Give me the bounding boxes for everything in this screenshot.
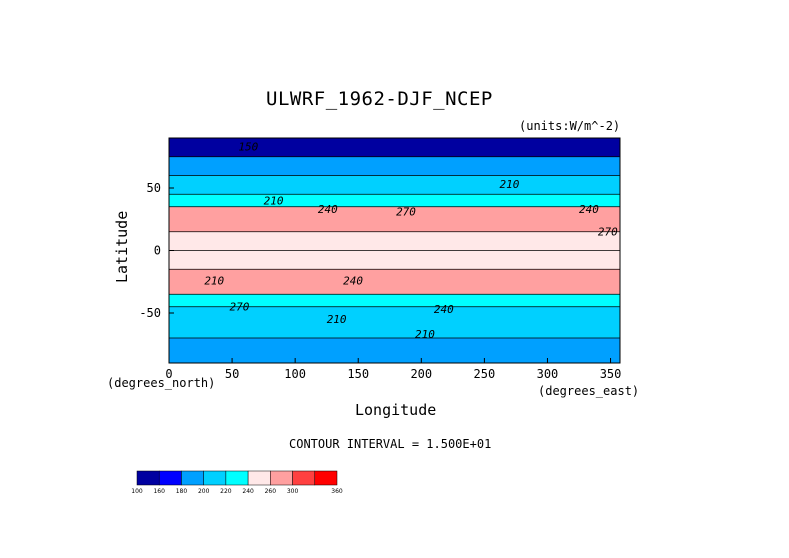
- heatmap-band-9: [169, 306, 620, 338]
- heatmap-band-10: [169, 338, 620, 363]
- colorbar-label: 260: [265, 488, 277, 495]
- contour-label: 150: [238, 141, 258, 154]
- heatmap-band-8: [169, 294, 620, 307]
- x-axis-title: Longitude: [355, 401, 437, 419]
- contour-label: 210: [327, 313, 347, 326]
- contour-label: 210: [415, 328, 435, 341]
- contour-lines: 150 210 240 270 210 240 270 240 210 210 210 240 270: [169, 141, 620, 341]
- heatmap-band-5: [169, 231, 620, 251]
- colorbar-swatch: [181, 470, 204, 486]
- colorbar-swatch: [203, 470, 227, 486]
- contour-label: 240: [343, 274, 363, 287]
- x-tick-label: 0: [165, 367, 172, 381]
- colorbar-label: 220: [220, 488, 232, 495]
- colorbar-swatch: [270, 470, 293, 486]
- contour-label: 240: [318, 203, 338, 216]
- x-tick-label: 150: [347, 367, 369, 381]
- contour-label: 240: [434, 303, 454, 316]
- y-tick-label: 50: [147, 181, 161, 195]
- contour-label: 270: [598, 226, 618, 239]
- axis-ticks: 0 50 100 150 200 250 300 350 50 0 -50: [139, 181, 621, 381]
- y-tick-label: 0: [154, 244, 161, 258]
- y-unit-label: (degrees_north): [107, 376, 216, 390]
- heatmap-field: [169, 138, 620, 363]
- units-label: (units:W/m^-2): [519, 119, 621, 133]
- x-tick-label: 250: [474, 367, 496, 381]
- heatmap-band-3: [169, 194, 620, 207]
- colorbar-label: 100: [131, 488, 143, 495]
- colorbar-swatch: [247, 470, 271, 486]
- contour-label: 210: [204, 274, 224, 287]
- x-tick-label: 200: [410, 367, 432, 381]
- contour-interval-note: CONTOUR INTERVAL = 1.500E+01: [289, 437, 492, 451]
- contour-label: 270: [230, 301, 250, 314]
- colorbar-swatch: [225, 470, 249, 486]
- colorbar-label: 180: [176, 488, 188, 495]
- heatmap-band-4: [169, 206, 620, 232]
- colorbar-swatch: [136, 470, 160, 486]
- contour-label: 240: [579, 203, 599, 216]
- y-tick-label: -50: [139, 306, 161, 320]
- colorbar-swatch: [158, 470, 182, 486]
- heatmap-band-6: [169, 250, 620, 270]
- heatmap-band-0: [169, 138, 620, 157]
- colorbar-label: 200: [198, 488, 210, 495]
- x-tick-label: 50: [225, 367, 239, 381]
- heatmap-band-7: [169, 269, 620, 295]
- colorbar-swatch: [292, 470, 316, 486]
- colorbar-label: 360: [331, 488, 343, 495]
- heatmap-band-2: [169, 175, 620, 195]
- x-tick-label: 300: [537, 367, 559, 381]
- contour-label: 210: [264, 194, 284, 207]
- contour-label: 270: [396, 206, 416, 219]
- contour-label: 210: [500, 178, 520, 191]
- colorbar-label: 300: [287, 488, 299, 495]
- colorbar: 100 160 180 200 220 240 260 300 360: [131, 470, 343, 495]
- x-unit-label: (degrees_east): [538, 384, 640, 398]
- chart-title: ULWRF_1962-DJF_NCEP: [266, 88, 493, 110]
- x-tick-label: 350: [600, 367, 622, 381]
- x-tick-label: 100: [284, 367, 306, 381]
- colorbar-label: 160: [153, 488, 165, 495]
- heatmap-band-1: [169, 156, 620, 176]
- y-axis-title: Latitude: [113, 210, 131, 283]
- colorbar-label: 240: [242, 488, 254, 495]
- colorbar-swatch: [314, 470, 338, 486]
